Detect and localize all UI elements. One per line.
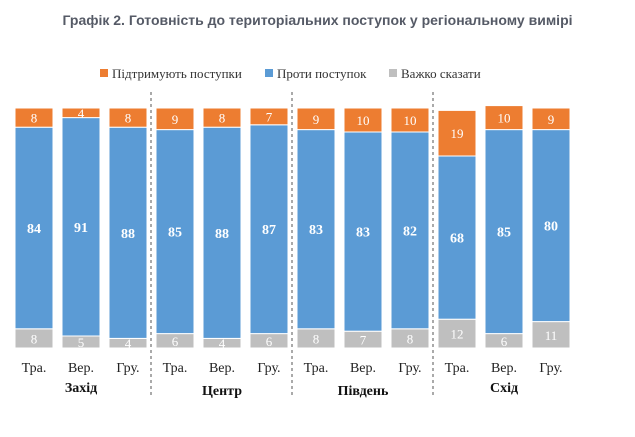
legend-swatch-1 [265,69,273,77]
category-tick-label: Гру. [398,361,421,376]
data-label: 85 [497,226,511,241]
data-label: 4 [219,336,226,351]
bar-segment [249,107,289,126]
data-label: 6 [172,334,179,349]
group-label: Центр [202,384,242,399]
data-label: 87 [262,223,276,238]
bar-segment [531,107,571,131]
data-label: 10 [404,113,417,128]
chart-legend: Підтримують поступки Проти поступок Важко … [100,66,481,81]
group-dividers [150,92,434,398]
data-label: 8 [219,111,226,126]
bar-segment [108,107,148,128]
category-tick-label: Тра. [445,361,470,376]
bar-segment [14,126,54,330]
category-tick-label: Тра. [163,361,188,376]
category-tick-label: Гру. [539,361,562,376]
data-label: 5 [78,335,85,350]
legend-label-1: Проти поступок [277,66,367,81]
category-tick-label: Вер. [209,361,235,376]
data-label: 83 [309,223,323,238]
data-label: 8 [31,331,38,346]
data-label: 80 [544,220,558,235]
data-label: 91 [74,221,88,236]
category-tick-label: Гру. [257,361,280,376]
bar-segment [61,117,101,337]
group-label: Схід [490,381,518,396]
data-label: 88 [215,227,229,242]
chart-title: Графік 2. Готовність до територіальних п… [62,12,573,28]
bar-segment [296,129,336,330]
data-label: 6 [501,334,508,349]
chart-data-labels: 8848591448886859488868778839783108821012… [27,106,558,351]
data-label: 84 [27,222,41,237]
legend-label-2: Важко сказати [401,66,481,81]
bar-segment [202,107,242,128]
bar-segment [437,318,477,349]
chart-bars [14,105,571,349]
data-label: 8 [313,331,320,346]
data-label: 68 [450,232,464,247]
bar-segment [390,131,430,330]
data-label: 9 [548,112,555,127]
data-label: 19 [451,126,464,141]
data-label: 88 [121,227,135,242]
data-label: 8 [125,111,132,126]
bar-segment [437,155,477,320]
category-tick-label: Вер. [68,361,94,376]
bar-segment [61,107,101,119]
data-label: 7 [360,333,367,348]
bar-segment [155,107,195,131]
data-label: 7 [266,109,273,124]
category-axis: Тра. Вер. Гру. Захід Тра. Вер. Гру. Центр Тра. Ве… [22,361,563,399]
data-label: 8 [407,331,414,346]
category-tick-label: Тра. [22,361,47,376]
bar-segment [437,109,477,157]
data-label: 6 [266,334,273,349]
bar-segment [108,126,148,339]
bar-segment [14,107,54,128]
bar-segment [484,129,524,335]
data-label: 82 [403,224,417,239]
data-label: 85 [168,226,182,241]
bar-segment [484,105,524,131]
category-tick-label: Гру. [116,361,139,376]
legend-label-0: Підтримують поступки [112,66,242,81]
legend-swatch-2 [389,69,397,77]
data-label: 10 [498,111,511,126]
data-label: 11 [545,328,558,343]
data-label: 4 [125,336,132,351]
data-label: 9 [172,112,179,127]
group-label: Південь [338,384,389,399]
category-tick-label: Вер. [350,361,376,376]
bar-segment [531,129,571,323]
data-label: 83 [356,226,370,241]
data-label: 10 [357,113,370,128]
bar-segment [296,107,336,131]
legend-swatch-0 [100,69,108,77]
bar-segment [390,107,430,133]
bar-segment [531,321,571,349]
category-tick-label: Вер. [491,361,517,376]
category-tick-label: Тра. [304,361,329,376]
bar-segment [343,107,383,133]
group-label: Захід [65,381,97,396]
data-label: 4 [78,106,85,121]
data-label: 8 [31,111,38,126]
data-label: 9 [313,112,320,127]
data-label: 12 [451,327,464,342]
bar-segment [155,129,195,335]
